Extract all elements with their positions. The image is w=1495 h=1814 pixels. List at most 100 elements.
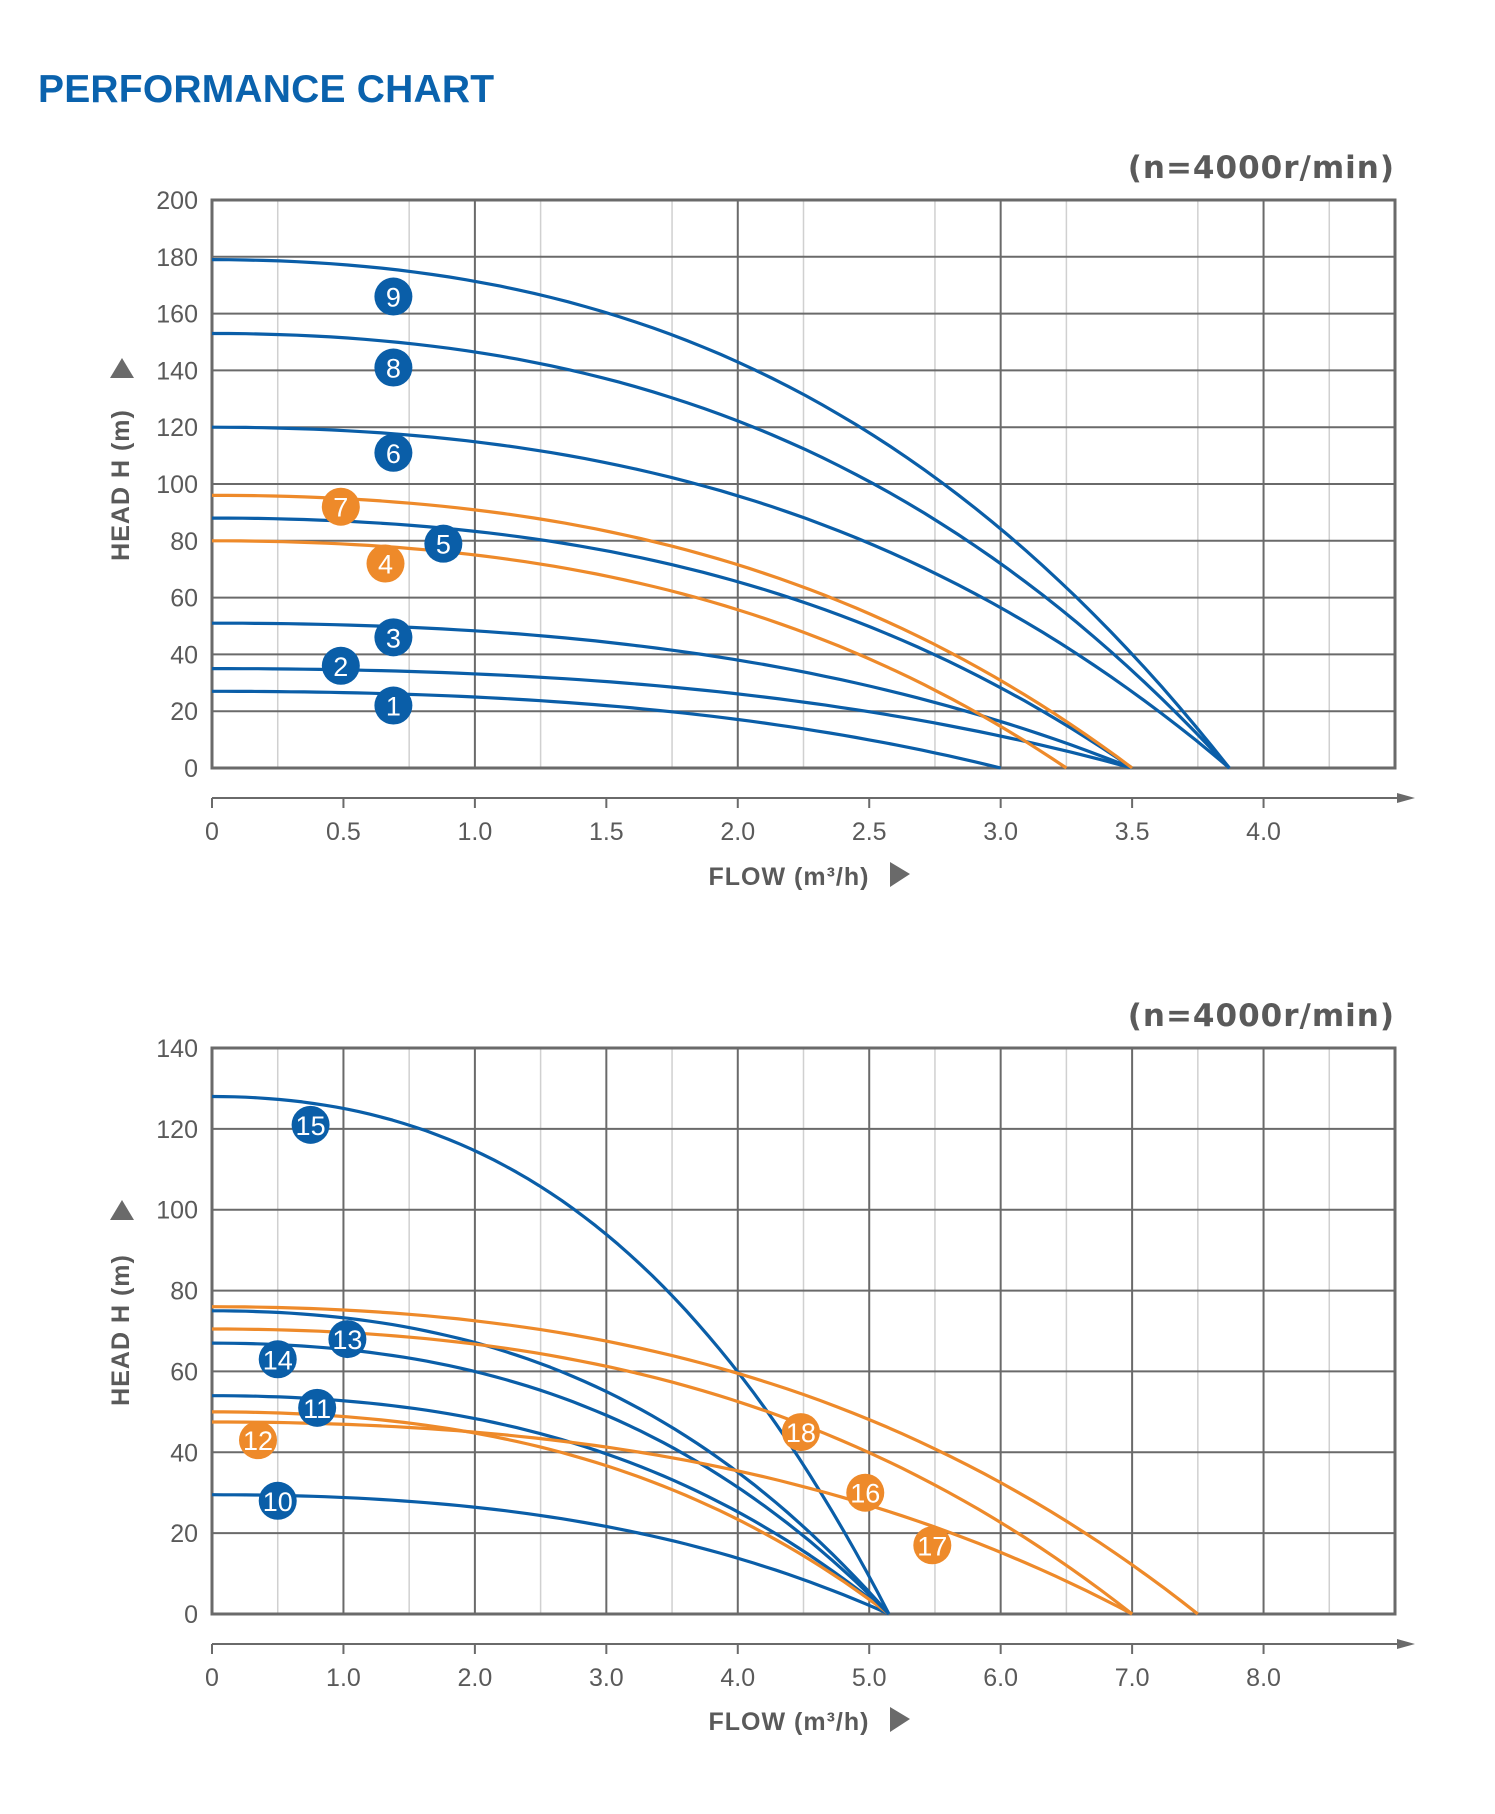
series-label: 8	[386, 354, 401, 384]
series-label-badge: 2	[321, 646, 360, 685]
badge-circle	[328, 1320, 367, 1359]
curve-series-6	[211, 425, 1231, 770]
x-tick-label: 3.0	[983, 818, 1018, 846]
series-label-badge: 14	[258, 1340, 297, 1379]
x-tick-label: 5.0	[852, 1664, 887, 1692]
plot-frame	[210, 1046, 1397, 1616]
series-label: 12	[243, 1426, 273, 1456]
y-tick-label: 0	[184, 1601, 198, 1629]
curve-series-4	[212, 539, 1068, 770]
series-label-badge: 7	[321, 487, 360, 526]
y-axis-title: HEAD H (m)	[107, 1254, 135, 1406]
badge-circle	[374, 686, 413, 725]
y-tick-label: 40	[170, 1439, 198, 1467]
series-label-badge: 13	[328, 1320, 367, 1359]
series-label: 6	[386, 439, 401, 469]
x-tick-label: 7.0	[1115, 1664, 1150, 1692]
x-tick-label: 3.0	[589, 1664, 624, 1692]
y-tick-label: 160	[156, 301, 198, 329]
series-label-badge: 5	[424, 524, 463, 563]
x-tick-label: 0	[205, 1664, 219, 1692]
series-label: 15	[296, 1111, 326, 1141]
series-label-badge: 8	[374, 348, 413, 387]
y-tick-label: 20	[170, 698, 198, 726]
x-tick-label: 0.5	[326, 818, 361, 846]
series-label: 14	[263, 1345, 293, 1375]
y-tick-label: 140	[156, 357, 198, 385]
y-tick-label: 120	[156, 1116, 198, 1144]
curves	[211, 1094, 1199, 1616]
badge-circle	[781, 1413, 820, 1452]
series-label-badge: 3	[374, 618, 413, 657]
y-tick-label: 40	[170, 641, 198, 669]
x-tick-label: 3.5	[1115, 818, 1150, 846]
y-tick-label: 140	[156, 1035, 198, 1063]
y-tick-label: 0	[184, 755, 198, 783]
y-tick-label: 180	[156, 244, 198, 272]
series-label: 9	[386, 283, 401, 313]
badge-circle	[258, 1340, 297, 1379]
x-tick-label: 2.0	[458, 1664, 493, 1692]
y-tick-label: 80	[170, 528, 198, 556]
curve-series-10	[211, 1493, 890, 1616]
y-axis-direction-icon	[110, 358, 134, 378]
series-label-badge: 6	[374, 433, 413, 472]
curves	[211, 258, 1231, 770]
x-tick-label: 1.0	[326, 1664, 361, 1692]
y-tick-label: 200	[156, 187, 198, 215]
series-label-badge: 17	[913, 1526, 952, 1565]
curve-series-14	[211, 1341, 891, 1616]
x-axis-arrow-icon	[1397, 793, 1415, 803]
x-tick-label: 8.0	[1246, 1664, 1281, 1692]
badge-circle	[374, 277, 413, 316]
x-axis-direction-icon	[890, 862, 910, 887]
series-label: 7	[333, 493, 348, 523]
curve-series-8	[212, 331, 1231, 770]
x-tick-label: 0	[205, 818, 219, 846]
speed-note: (n=4000r/min)	[1128, 998, 1395, 1034]
y-tick-label: 100	[156, 1197, 198, 1225]
series-label-badge: 4	[366, 544, 405, 583]
y-tick-label: 60	[170, 585, 198, 613]
series-label: 18	[786, 1418, 816, 1448]
badge-circle	[913, 1526, 952, 1565]
y-tick-label: 20	[170, 1520, 198, 1548]
x-tick-label: 2.0	[720, 818, 755, 846]
badge-circle	[258, 1481, 297, 1520]
x-tick-label: 2.5	[852, 818, 887, 846]
series-label: 4	[378, 550, 393, 580]
x-axis-title: FLOW (m³/h)	[709, 863, 870, 891]
series-label: 13	[332, 1325, 362, 1355]
x-axis-title: FLOW (m³/h)	[709, 1708, 870, 1736]
badge-circle	[321, 646, 360, 685]
badge-circle	[291, 1105, 330, 1144]
x-axis-direction-icon	[890, 1707, 910, 1732]
badge-circle	[374, 348, 413, 387]
y-tick-label: 80	[170, 1278, 198, 1306]
plot-frame	[210, 198, 1397, 770]
series-label: 11	[303, 1394, 331, 1424]
series-label: 17	[917, 1531, 947, 1561]
curve-series-9	[211, 258, 1231, 770]
y-tick-label: 120	[156, 414, 198, 442]
badge-circle	[374, 618, 413, 657]
badge-circle	[846, 1473, 885, 1512]
speed-note: (n=4000r/min)	[1128, 150, 1395, 186]
page-title: PERFORMANCE CHART	[38, 68, 495, 111]
x-axis-arrow-icon	[1397, 1639, 1415, 1649]
series-label: 2	[333, 652, 348, 682]
series-label-badge: 10	[258, 1481, 297, 1520]
performance-chart-top: 0 20 40 60 80 100 120 140 160 180 200 0 0.5 1.0 1.5 2.0…	[107, 150, 1415, 891]
x-tick-label: 4.0	[1246, 818, 1281, 846]
badge-circle	[321, 487, 360, 526]
curve-series-15	[211, 1094, 891, 1615]
series-label-badge: 16	[846, 1473, 885, 1512]
series-label-badge: 15	[291, 1105, 330, 1144]
badge-circle	[298, 1388, 337, 1427]
series-label-badge: 11	[298, 1388, 337, 1427]
curve-series-17	[212, 1420, 1133, 1616]
curve-series-1	[212, 689, 1002, 770]
y-axis-direction-icon	[110, 1200, 134, 1220]
x-tick-label: 1.5	[589, 818, 624, 846]
series-label: 5	[436, 530, 451, 560]
